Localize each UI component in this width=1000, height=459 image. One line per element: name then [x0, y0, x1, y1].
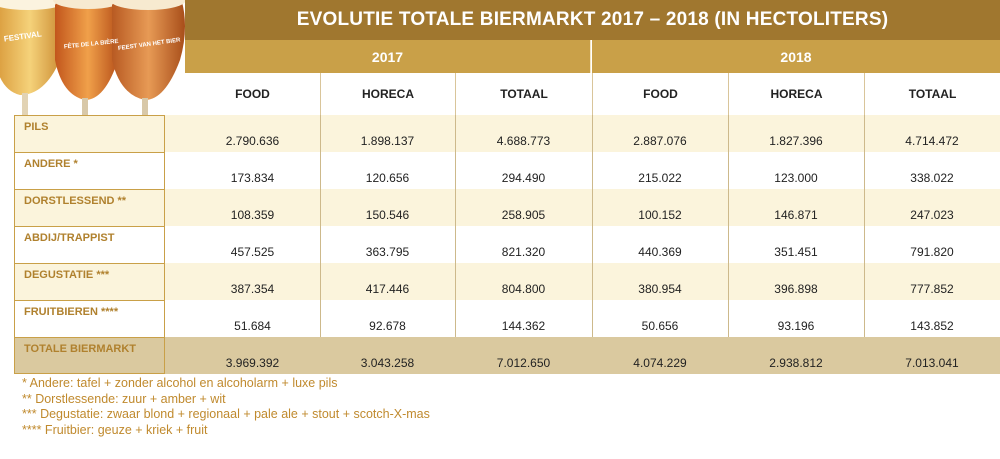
row-label: DEGUSTATIE *** [14, 263, 165, 300]
cell-value: 123.000 [774, 171, 818, 185]
cell-value: 247.023 [910, 208, 954, 222]
cell-value: 387.354 [230, 282, 275, 296]
cell-value: 51.684 [234, 319, 271, 333]
footnote: **** Fruitbier: geuze + kriek + fruit [22, 422, 208, 437]
column-divider [864, 115, 865, 337]
footnote: ** Dorstlessende: zuur + amber + wit [22, 391, 226, 406]
cell-value: 777.852 [910, 282, 954, 296]
footnote: * Andere: tafel + zonder alcohol en alco… [22, 376, 338, 390]
cell-value: 1.827.396 [769, 134, 823, 148]
beer-glasses-image: FESTIVAL FÊTE DE LA BIÈRE FEEST VAN HET … [0, 0, 185, 115]
row-label: DORSTLESSEND ** [14, 189, 165, 226]
cell-value: 108.359 [230, 208, 275, 222]
cell-value: 791.820 [910, 245, 954, 259]
cell-value: 380.954 [638, 282, 682, 296]
cell-value: 173.834 [230, 171, 275, 185]
cell-value: 821.320 [501, 245, 546, 259]
table-row-totale-biermarkt: TOTALE BIERMARKT 3.969.392 3.043.258 7.0… [14, 337, 1000, 374]
cell-value: 93.196 [777, 319, 815, 333]
table-body: PILS 2.790.636 1.898.137 4.688.773 2.887… [14, 115, 1000, 374]
cell-value: 440.369 [638, 245, 682, 259]
cell-value: 258.905 [501, 208, 546, 222]
row-label: ABDIJ/TRAPPIST [14, 226, 165, 263]
column-header-totaal-2017: TOTAAL [455, 73, 592, 115]
cell-value: 294.490 [501, 171, 546, 185]
table-row-fruitbieren: FRUITBIEREN **** 51.684 92.678 144.362 5… [14, 300, 1000, 337]
row-label: TOTALE BIERMARKT [14, 337, 165, 374]
column-header-horeca-2017: HORECA [320, 73, 455, 115]
cell-value: 100.152 [638, 208, 682, 222]
cell-value: 50.656 [641, 319, 679, 333]
table-row-degustatie: DEGUSTATIE *** 387.354 417.446 804.800 3… [14, 263, 1000, 300]
column-divider [320, 115, 321, 337]
column-divider [592, 115, 593, 337]
cell-value: 143.852 [910, 319, 954, 333]
footnotes: * Andere: tafel + zonder alcohol en alco… [22, 376, 430, 438]
row-label: ANDERE * [14, 152, 165, 189]
cell-value: 150.546 [365, 208, 410, 222]
column-header-totaal-2018: TOTAAL [864, 73, 1000, 115]
column-header-horeca-2018: HORECA [728, 73, 864, 115]
footnote: *** Degustatie: zwaar blond + regionaal … [22, 407, 430, 421]
cell-value: 2.887.076 [633, 134, 687, 148]
cell-value: 7.012.650 [496, 356, 551, 370]
cell-value: 804.800 [501, 282, 546, 296]
column-divider [455, 115, 456, 337]
cell-value: 4.074.229 [633, 356, 687, 370]
cell-value: 457.525 [230, 245, 275, 259]
cell-value: 4.714.472 [905, 134, 959, 148]
table-row-abdij-trappist: ABDIJ/TRAPPIST 457.525 363.795 821.320 4… [14, 226, 1000, 263]
cell-value: 417.446 [365, 282, 410, 296]
table-row-andere: ANDERE * 173.834 120.656 294.490 215.022… [14, 152, 1000, 189]
row-label: PILS [14, 115, 165, 152]
cell-value: 120.656 [365, 171, 410, 185]
cell-value: 3.969.392 [225, 356, 280, 370]
table-row-pils: PILS 2.790.636 1.898.137 4.688.773 2.887… [14, 115, 1000, 152]
table-row-dorstlessend: DORSTLESSEND ** 108.359 150.546 258.905 … [14, 189, 1000, 226]
cell-value: 146.871 [774, 208, 818, 222]
table-title: EVOLUTIE TOTALE BIERMARKT 2017 – 2018 (I… [185, 0, 1000, 40]
column-header-food-2017: FOOD [185, 73, 320, 115]
cell-value: 7.013.041 [905, 356, 959, 370]
cell-value: 2.938.812 [769, 356, 823, 370]
column-divider [728, 115, 729, 337]
cell-value: 4.688.773 [496, 134, 551, 148]
cell-value: 92.678 [369, 319, 406, 333]
row-label: FRUITBIEREN **** [14, 300, 165, 337]
cell-value: 1.898.137 [360, 134, 415, 148]
cell-value: 351.451 [774, 245, 818, 259]
cell-value: 215.022 [638, 171, 682, 185]
column-header-food-2018: FOOD [592, 73, 728, 115]
year-header-2018: 2018 [592, 40, 1000, 73]
cell-value: 3.043.258 [360, 356, 415, 370]
cell-value: 363.795 [365, 245, 410, 259]
cell-value: 2.790.636 [225, 134, 280, 148]
cell-value: 144.362 [501, 319, 546, 333]
year-header-2017: 2017 [185, 40, 591, 73]
cell-value: 338.022 [910, 171, 954, 185]
cell-value: 396.898 [774, 282, 818, 296]
